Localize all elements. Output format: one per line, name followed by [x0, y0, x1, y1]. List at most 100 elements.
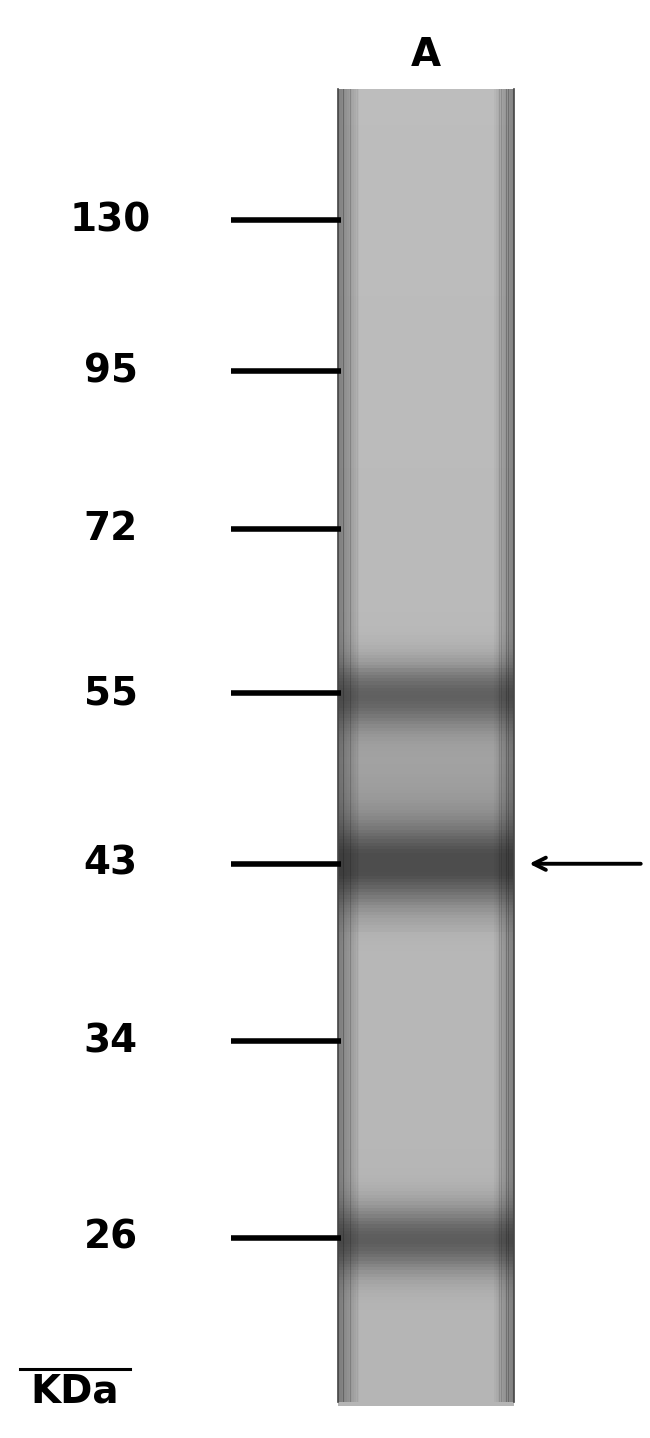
Bar	[348, 89, 350, 1402]
Bar	[338, 322, 514, 326]
Bar	[494, 89, 497, 1402]
Bar	[341, 89, 344, 1402]
Bar	[338, 1037, 514, 1041]
Bar	[338, 1386, 514, 1389]
Text: KDa: KDa	[31, 1373, 119, 1411]
Bar	[338, 1254, 514, 1258]
Bar	[338, 892, 514, 896]
Bar	[338, 493, 514, 498]
Bar	[338, 731, 514, 735]
Bar	[338, 971, 514, 975]
Bar	[338, 1238, 514, 1241]
Bar	[338, 994, 514, 998]
Bar	[338, 896, 514, 899]
Bar	[338, 306, 514, 311]
Bar	[338, 1014, 514, 1018]
Bar	[338, 638, 514, 643]
Bar	[338, 96, 514, 99]
Bar	[338, 201, 514, 206]
Bar	[338, 925, 514, 929]
Bar	[338, 1356, 514, 1360]
Bar	[338, 827, 514, 830]
Bar	[338, 378, 514, 383]
Bar	[338, 92, 514, 96]
Bar	[338, 1027, 514, 1031]
Bar	[338, 1132, 514, 1136]
Bar	[338, 365, 514, 370]
Bar	[338, 523, 514, 528]
Bar	[338, 441, 514, 446]
Bar	[338, 1024, 514, 1028]
Bar	[338, 1073, 514, 1077]
Bar	[338, 1090, 514, 1093]
Bar	[338, 125, 514, 129]
Bar	[338, 1057, 514, 1061]
Bar	[338, 1149, 514, 1153]
Bar	[338, 661, 514, 666]
Bar	[338, 636, 514, 640]
Bar	[338, 720, 514, 725]
Bar	[338, 1172, 514, 1176]
Bar	[338, 978, 514, 982]
Bar	[338, 1290, 514, 1294]
Bar	[338, 600, 514, 603]
Bar	[338, 856, 514, 860]
Bar	[338, 204, 514, 209]
Bar	[338, 948, 514, 952]
Bar	[338, 531, 514, 533]
Bar	[338, 817, 514, 820]
Bar	[338, 1317, 514, 1320]
Bar	[338, 368, 514, 372]
Bar	[338, 1205, 514, 1208]
Bar	[338, 372, 514, 377]
Bar	[338, 352, 514, 357]
Text: A: A	[411, 36, 441, 73]
Bar	[338, 623, 514, 626]
Bar	[338, 224, 514, 229]
Bar	[338, 774, 514, 778]
Bar	[338, 462, 514, 464]
Bar	[338, 710, 514, 715]
Bar	[338, 567, 514, 571]
Bar	[338, 1379, 514, 1383]
Bar	[338, 339, 514, 344]
Bar	[498, 89, 500, 1402]
Bar	[338, 695, 514, 699]
Bar	[338, 1211, 514, 1215]
Bar	[338, 142, 514, 145]
Bar	[506, 89, 508, 1402]
Bar	[338, 416, 514, 418]
Bar	[338, 812, 514, 817]
Bar	[338, 293, 514, 298]
Bar	[338, 313, 514, 316]
Bar	[504, 89, 507, 1402]
Bar	[338, 171, 514, 175]
Bar	[338, 613, 514, 617]
Bar	[338, 470, 514, 475]
Bar	[338, 988, 514, 991]
Bar	[338, 1175, 514, 1179]
Bar	[338, 383, 514, 385]
Bar	[338, 922, 514, 926]
Bar	[338, 388, 514, 393]
Bar	[338, 1123, 514, 1126]
Bar	[338, 577, 514, 580]
Bar	[338, 112, 514, 116]
Bar	[338, 649, 514, 653]
Bar	[338, 408, 514, 413]
Bar	[338, 1270, 514, 1274]
Bar	[338, 975, 514, 978]
Bar	[338, 406, 514, 408]
Bar	[338, 687, 514, 692]
Bar	[338, 968, 514, 972]
Bar	[338, 221, 514, 224]
Bar	[338, 1011, 514, 1014]
Bar	[338, 784, 514, 788]
Bar	[338, 510, 514, 515]
Bar	[338, 1047, 514, 1051]
Bar	[338, 928, 514, 932]
Bar	[338, 1129, 514, 1133]
Bar	[338, 605, 514, 610]
Bar	[358, 89, 359, 1402]
Bar	[338, 789, 514, 794]
